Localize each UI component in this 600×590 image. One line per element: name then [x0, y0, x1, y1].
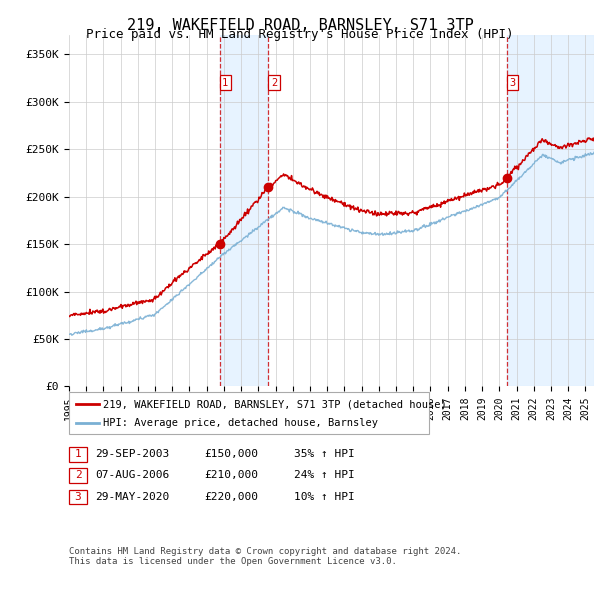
Text: 35% ↑ HPI: 35% ↑ HPI	[294, 450, 355, 459]
Text: 219, WAKEFIELD ROAD, BARNSLEY, S71 3TP (detached house): 219, WAKEFIELD ROAD, BARNSLEY, S71 3TP (…	[103, 399, 446, 409]
Text: Price paid vs. HM Land Registry's House Price Index (HPI): Price paid vs. HM Land Registry's House …	[86, 28, 514, 41]
Text: 29-SEP-2003: 29-SEP-2003	[95, 450, 169, 459]
Text: £150,000: £150,000	[204, 450, 258, 459]
Text: 24% ↑ HPI: 24% ↑ HPI	[294, 470, 355, 480]
Bar	[220, 35, 268, 386]
Text: £210,000: £210,000	[204, 470, 258, 480]
Text: Contains HM Land Registry data © Crown copyright and database right 2024.
This d: Contains HM Land Registry data © Crown c…	[69, 547, 461, 566]
Text: 2: 2	[74, 470, 82, 480]
Text: 2: 2	[271, 78, 277, 88]
Text: 219, WAKEFIELD ROAD, BARNSLEY, S71 3TP: 219, WAKEFIELD ROAD, BARNSLEY, S71 3TP	[127, 18, 473, 32]
Text: £220,000: £220,000	[204, 492, 258, 502]
Text: 3: 3	[74, 492, 82, 502]
Text: 29-MAY-2020: 29-MAY-2020	[95, 492, 169, 502]
Bar	[506, 35, 594, 386]
Text: 1: 1	[222, 78, 229, 88]
Text: HPI: Average price, detached house, Barnsley: HPI: Average price, detached house, Barn…	[103, 418, 377, 428]
Text: 07-AUG-2006: 07-AUG-2006	[95, 470, 169, 480]
Text: 10% ↑ HPI: 10% ↑ HPI	[294, 492, 355, 502]
Text: 3: 3	[509, 78, 515, 88]
Text: 1: 1	[74, 450, 82, 459]
